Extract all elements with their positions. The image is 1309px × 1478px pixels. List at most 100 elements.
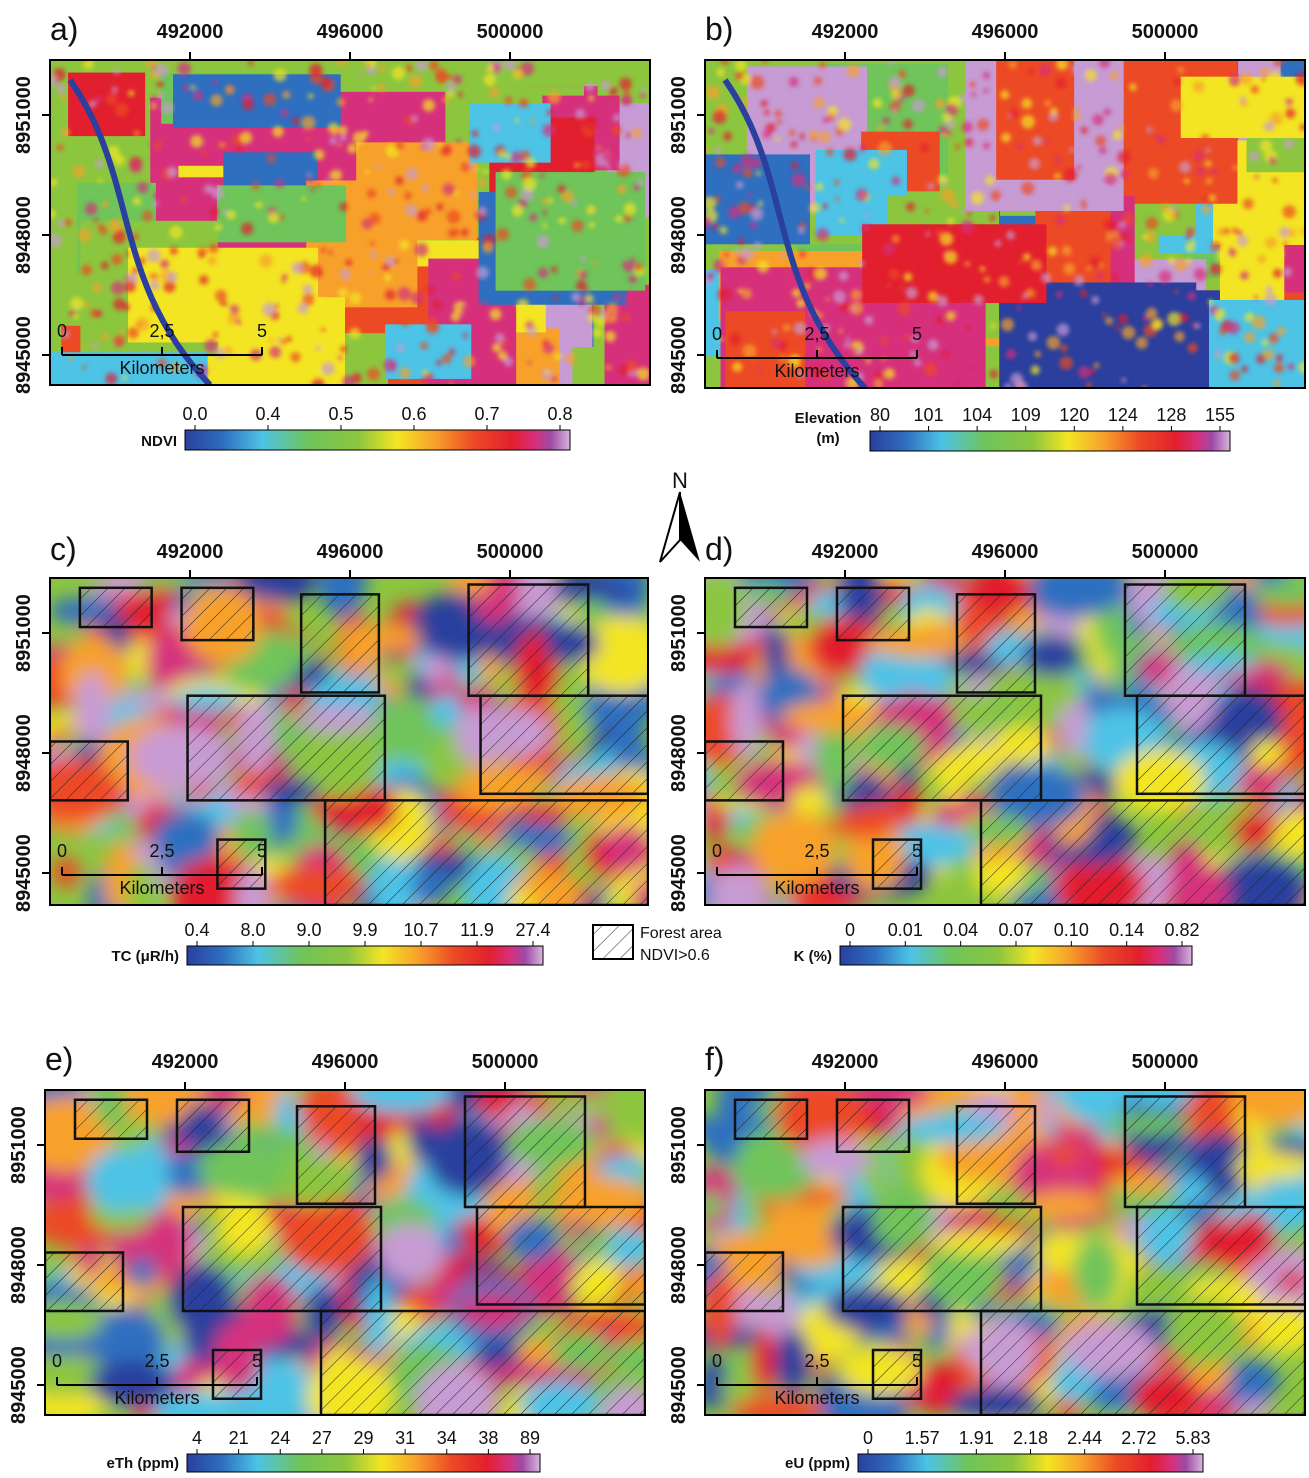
speck — [983, 88, 988, 93]
speck — [1018, 260, 1023, 265]
speck — [838, 118, 851, 131]
speck — [203, 151, 208, 156]
speck — [81, 265, 92, 276]
speck — [605, 331, 616, 342]
speck — [1044, 139, 1049, 144]
speck — [760, 100, 768, 108]
speck — [306, 177, 313, 184]
speck — [489, 87, 499, 97]
scale-label: 5 — [912, 1351, 922, 1371]
speck — [1094, 362, 1100, 368]
colorbar-tick-label: 109 — [1011, 405, 1041, 425]
speck — [1089, 257, 1101, 269]
speck — [630, 312, 641, 323]
field — [385, 324, 471, 379]
speck — [750, 75, 764, 89]
speck — [1261, 339, 1268, 346]
speck — [401, 317, 411, 327]
speck — [1072, 278, 1077, 283]
speck — [1031, 365, 1040, 374]
speck — [424, 208, 431, 215]
speck — [267, 154, 276, 163]
forest-area — [1137, 1207, 1305, 1305]
speck — [427, 285, 435, 293]
forest-area — [981, 1311, 1305, 1415]
speck — [128, 90, 134, 96]
speck — [1205, 178, 1212, 185]
colorbar-title: Elevation — [795, 410, 862, 427]
speck — [822, 203, 828, 209]
speck — [395, 141, 404, 150]
forest-area — [80, 588, 152, 627]
blob — [1049, 1140, 1081, 1166]
speck — [641, 88, 646, 93]
speck — [422, 370, 428, 376]
speck — [1186, 228, 1194, 236]
forest-area — [301, 594, 379, 692]
speck — [1215, 309, 1225, 319]
speck — [426, 317, 438, 329]
speck — [741, 247, 754, 260]
speck — [843, 148, 856, 161]
speck — [1060, 344, 1068, 352]
speck — [436, 72, 448, 84]
speck — [537, 235, 550, 248]
panel-label: d) — [705, 531, 733, 567]
speck — [451, 312, 461, 322]
speck — [223, 142, 229, 148]
speck — [781, 252, 786, 257]
map-image — [4, 1057, 688, 1452]
forest-area — [481, 696, 648, 794]
speck — [1159, 270, 1172, 283]
scale-unit: Kilometers — [114, 1388, 199, 1408]
speck — [321, 77, 332, 88]
speck — [904, 334, 910, 340]
scale-label: 5 — [257, 841, 267, 861]
speck — [852, 307, 856, 311]
speck — [1148, 168, 1159, 179]
speck — [366, 62, 370, 66]
speck — [447, 210, 461, 224]
speck — [613, 114, 621, 122]
speck — [263, 93, 276, 106]
speck — [153, 191, 162, 200]
speck — [868, 159, 879, 170]
x-tick-label: 496000 — [972, 541, 1039, 563]
speck — [102, 201, 109, 208]
forest-area — [183, 1207, 381, 1311]
speck — [819, 131, 830, 142]
speck — [969, 81, 975, 87]
speck — [942, 132, 948, 138]
speck — [736, 181, 744, 189]
speck — [955, 144, 961, 150]
speck — [204, 185, 213, 194]
speck — [501, 169, 512, 180]
speck — [215, 289, 227, 301]
speck — [622, 314, 630, 322]
speck — [242, 99, 253, 110]
speck — [152, 201, 158, 207]
speck — [331, 170, 342, 181]
speck — [884, 368, 895, 379]
speck — [543, 340, 549, 346]
speck — [56, 84, 65, 93]
colorbar-tick-label: 0.01 — [888, 920, 923, 940]
speck — [105, 373, 117, 385]
speck — [1201, 134, 1210, 143]
speck — [763, 109, 770, 116]
speck — [490, 308, 502, 320]
scale-label: 5 — [912, 841, 922, 861]
forest-area — [843, 696, 1041, 801]
speck — [878, 141, 892, 155]
speck — [523, 177, 537, 191]
speck — [947, 218, 954, 225]
speck — [792, 289, 801, 298]
y-tick-label: 8951000 — [668, 76, 690, 154]
speck — [1057, 323, 1070, 336]
speck — [415, 243, 429, 257]
speck — [1072, 63, 1085, 76]
y-tick-label: 8948000 — [13, 714, 35, 792]
speck — [1000, 198, 1012, 210]
scale-label: 5 — [257, 321, 267, 341]
speck — [941, 189, 955, 203]
